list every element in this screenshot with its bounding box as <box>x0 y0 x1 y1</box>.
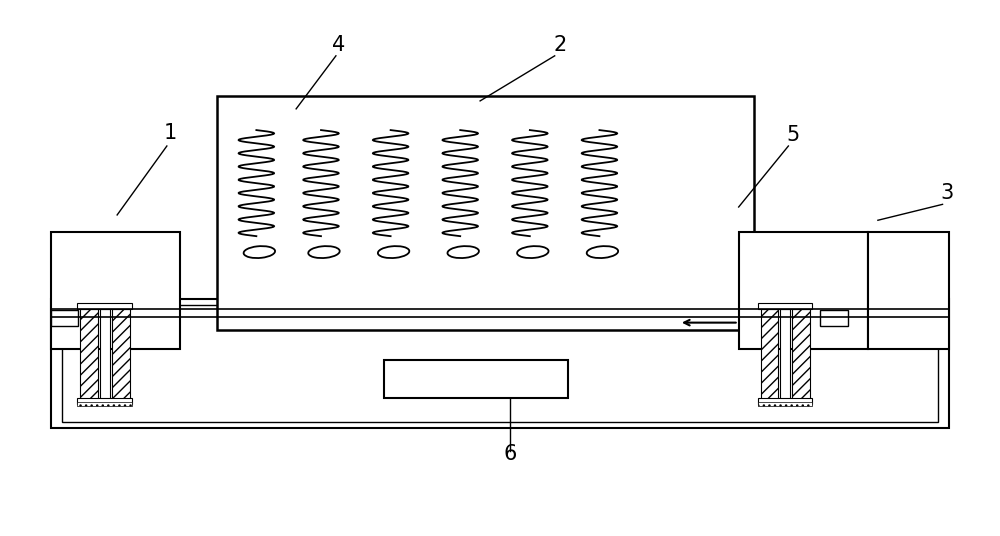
Ellipse shape <box>587 246 618 258</box>
Bar <box>77 303 132 309</box>
Bar <box>792 309 810 399</box>
Bar <box>217 96 754 330</box>
Bar <box>112 309 130 399</box>
Bar <box>761 309 778 399</box>
Text: 6: 6 <box>503 444 517 464</box>
Bar <box>758 303 812 309</box>
Bar <box>62 305 938 422</box>
Bar <box>77 402 132 406</box>
Ellipse shape <box>244 246 275 258</box>
Bar <box>100 309 110 399</box>
Bar <box>868 232 949 348</box>
Bar <box>51 232 180 348</box>
Bar <box>51 310 78 326</box>
Text: 5: 5 <box>787 125 800 145</box>
Bar <box>80 309 98 399</box>
Ellipse shape <box>447 246 479 258</box>
Bar <box>51 299 949 428</box>
Ellipse shape <box>517 246 549 258</box>
Ellipse shape <box>378 246 409 258</box>
Bar <box>77 398 132 404</box>
Text: 1: 1 <box>163 123 176 143</box>
Bar <box>384 360 568 398</box>
Text: 3: 3 <box>941 183 954 203</box>
Bar <box>820 310 848 326</box>
Bar <box>780 309 790 399</box>
Ellipse shape <box>308 246 340 258</box>
Text: 2: 2 <box>553 35 566 55</box>
Bar <box>758 398 812 404</box>
Bar <box>758 402 812 406</box>
Bar <box>739 232 868 348</box>
Text: 4: 4 <box>332 35 346 55</box>
